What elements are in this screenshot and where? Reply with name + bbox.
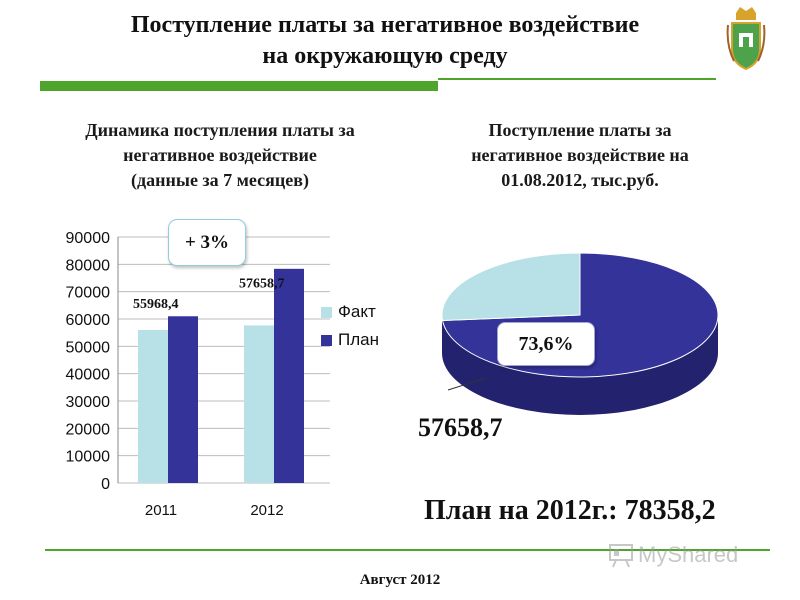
bar-subtitle-line1: Динамика поступления платы за [85,120,355,140]
bar-data-label: 57658,7 [239,276,285,291]
y-tick-label: 0 [101,476,110,493]
legend-swatch-plan [321,334,332,346]
bar-legend: Факт План [321,298,379,354]
y-tick-label: 30000 [66,394,111,411]
slide-title: Поступление платы за негативное воздейст… [40,10,730,72]
growth-callout: + 3% [168,219,246,266]
title-rule [438,78,716,80]
legend-swatch-fact [321,306,332,318]
bar-fact-2011 [138,330,168,483]
pie-side [442,315,718,415]
watermark-text: MyShared [638,542,739,567]
y-tick-label: 40000 [66,367,111,384]
y-tick-label: 50000 [66,339,111,356]
y-tick-label: 70000 [66,285,111,302]
pie-leader-line [447,377,487,391]
bar-plan-2012 [274,268,304,483]
footer-rule [45,549,770,551]
slide-title-line1: Поступление платы за негативное воздейст… [130,12,640,38]
legend-item-plan: План [321,326,379,354]
y-tick-label: 20000 [66,421,111,438]
y-tick-label: 90000 [66,230,111,247]
pie-subtitle-line1: Поступление платы за [488,120,672,140]
x-category-label: 2012 [250,502,283,519]
pie-subtitle-line3: 01.08.2012, тыс.руб. [501,170,659,190]
pie-value-label: 57658,7 [418,413,503,442]
slide-title-line2: на окружающую среду [262,43,508,69]
x-category-label: 2011 [145,502,177,519]
bar-chart-subtitle: Динамика поступления платы за негативное… [30,118,410,193]
title-accent-bar [40,81,438,91]
bar-chart: 0 10000 20000 30000 40000 50000 60000 70000 8000… [66,230,330,519]
pie-chart-subtitle: Поступление платы за негативное воздейст… [420,118,740,193]
bar-data-label: 55968,4 [133,297,179,312]
coat-of-arms-icon [726,7,766,71]
bar-plan-2011 [168,316,198,483]
pie-percent-label: 73,6% [497,322,595,366]
pie-subtitle-line2: негативное воздействие на [471,145,689,165]
legend-item-fact: Факт [321,298,379,326]
legend-label-plan: План [338,330,379,349]
y-tick-label: 60000 [66,312,111,329]
watermark: MyShared [608,540,768,570]
plan-total-text: План на 2012г.: 78358,2 [424,495,716,526]
presentation-icon [609,544,633,568]
bar-subtitle-line3: (данные за 7 месяцев) [131,170,309,190]
bar-subtitle-line2: негативное воздействие [123,145,317,165]
y-tick-label: 10000 [66,449,111,466]
footer-date: Август 2012 [359,572,441,588]
bar-fact-2012 [244,325,274,483]
y-tick-label: 80000 [66,257,111,274]
pie-slice-rest [441,252,581,321]
legend-label-fact: Факт [338,302,376,321]
